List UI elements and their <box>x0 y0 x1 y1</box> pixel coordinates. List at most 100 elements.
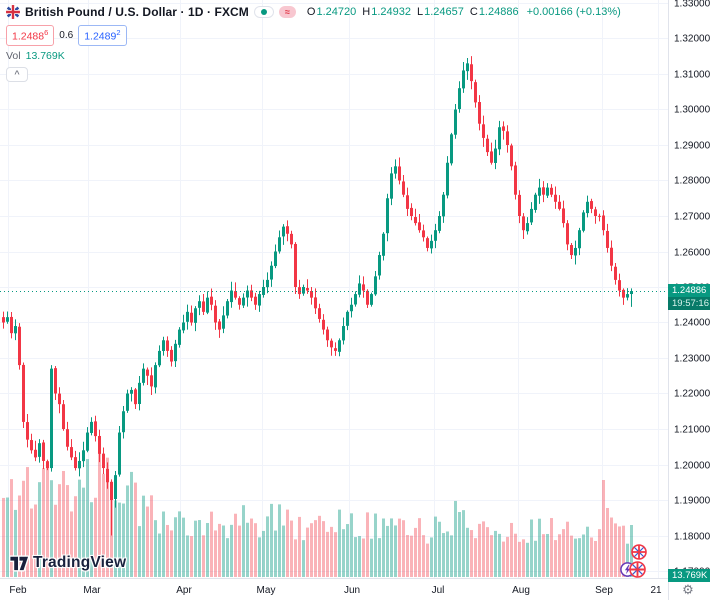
volume-bar[interactable] <box>42 468 45 577</box>
volume-bar[interactable] <box>158 533 161 577</box>
candle-body[interactable] <box>130 389 133 394</box>
candle-body[interactable] <box>434 230 437 241</box>
volume-bar[interactable] <box>50 480 53 577</box>
volume-bar[interactable] <box>354 537 357 577</box>
candle-body[interactable] <box>206 297 209 313</box>
volume-bar[interactable] <box>422 535 425 577</box>
volume-bar[interactable] <box>170 530 173 577</box>
volume-bar[interactable] <box>454 500 457 577</box>
candle-body[interactable] <box>26 422 29 440</box>
candle-body[interactable] <box>542 187 545 195</box>
volume-bar[interactable] <box>226 538 229 577</box>
gear-icon[interactable]: ⚙ <box>682 582 694 597</box>
candle-body[interactable] <box>558 201 561 209</box>
candle-body[interactable] <box>494 148 497 163</box>
volume-bar[interactable] <box>194 520 197 577</box>
volume-bar[interactable] <box>294 539 297 577</box>
candle-body[interactable] <box>554 194 557 202</box>
volume-bar[interactable] <box>70 511 73 577</box>
volume-bar[interactable] <box>502 541 505 577</box>
volume-bar[interactable] <box>518 541 521 577</box>
volume-bar[interactable] <box>378 538 381 577</box>
candle-body[interactable] <box>414 217 417 224</box>
volume-bar[interactable] <box>186 535 189 577</box>
volume-bar[interactable] <box>250 518 253 577</box>
candle-body[interactable] <box>134 389 137 405</box>
volume-bar[interactable] <box>562 529 565 577</box>
volume-bar[interactable] <box>546 533 549 577</box>
candle-body[interactable] <box>322 319 325 330</box>
volume-bar[interactable] <box>458 512 461 577</box>
candle-body[interactable] <box>370 294 373 305</box>
volume-bar[interactable] <box>366 512 369 577</box>
volume-bar[interactable] <box>90 502 93 577</box>
candle-body[interactable] <box>86 432 89 451</box>
volume-bar[interactable] <box>130 471 133 577</box>
candle-body[interactable] <box>242 297 245 306</box>
candle-body[interactable] <box>110 481 113 500</box>
time-axis-panel[interactable] <box>0 578 710 600</box>
ask-price-button[interactable]: 1.24892 <box>78 25 127 46</box>
volume-bar[interactable] <box>506 536 509 577</box>
candle-body[interactable] <box>22 364 25 422</box>
candle-body[interactable] <box>286 226 289 234</box>
volume-bar[interactable] <box>166 524 169 577</box>
volume-bar[interactable] <box>406 535 409 577</box>
candle-body[interactable] <box>42 442 45 461</box>
volume-bar[interactable] <box>350 513 353 577</box>
candle-body[interactable] <box>590 201 593 209</box>
volume-bar[interactable] <box>326 531 329 577</box>
candle-body[interactable] <box>98 435 101 454</box>
volume-bar[interactable] <box>342 529 345 577</box>
candle-body[interactable] <box>398 166 401 181</box>
volume-bar[interactable] <box>430 537 433 577</box>
delayed-data-badge-icon[interactable]: ≈ <box>278 6 296 18</box>
candle-body[interactable] <box>614 266 617 280</box>
volume-bar[interactable] <box>278 504 281 577</box>
volume-bar[interactable] <box>242 505 245 577</box>
candle-body[interactable] <box>170 349 173 362</box>
volume-bar[interactable] <box>86 459 89 577</box>
candle-body[interactable] <box>526 223 529 232</box>
volume-bar[interactable] <box>286 509 289 577</box>
candle-body[interactable] <box>142 368 145 383</box>
volume-bar[interactable] <box>618 526 621 577</box>
candle-body[interactable] <box>358 283 361 295</box>
volume-bar[interactable] <box>482 521 485 577</box>
current-price-tag[interactable]: 1.24886 19:57:16 <box>668 284 710 310</box>
volume-bar[interactable] <box>550 518 553 577</box>
volume-bar[interactable] <box>390 518 393 577</box>
volume-bar[interactable] <box>154 520 157 577</box>
candle-body[interactable] <box>6 317 9 322</box>
volume-bar[interactable] <box>374 513 377 577</box>
volume-bar[interactable] <box>78 479 81 577</box>
volume-bar[interactable] <box>594 540 597 577</box>
volume-bar[interactable] <box>314 520 317 577</box>
candle-body[interactable] <box>446 162 449 196</box>
volume-bar[interactable] <box>6 497 9 577</box>
candle-body[interactable] <box>622 289 625 298</box>
symbol-title[interactable]: British Pound / U.S. Dollar · 1D · FXCM <box>25 5 249 19</box>
candle-body[interactable] <box>470 64 473 82</box>
candle-body[interactable] <box>34 449 37 458</box>
volume-bar[interactable] <box>290 520 293 577</box>
volume-bar[interactable] <box>54 504 57 577</box>
candle-body[interactable] <box>30 440 33 451</box>
volume-bar[interactable] <box>254 523 257 577</box>
candle-body[interactable] <box>402 181 405 195</box>
volume-bar[interactable] <box>198 520 201 577</box>
candle-body[interactable] <box>218 321 221 330</box>
candle-body[interactable] <box>238 298 241 305</box>
candle-body[interactable] <box>522 216 525 231</box>
candle-body[interactable] <box>462 70 465 89</box>
volume-bar[interactable] <box>210 511 213 577</box>
volume-bar[interactable] <box>530 519 533 577</box>
candle-body[interactable] <box>310 290 313 298</box>
candle-body[interactable] <box>498 127 501 150</box>
candle-body[interactable] <box>226 301 229 316</box>
volume-bar[interactable] <box>2 497 5 577</box>
volume-bar[interactable] <box>514 533 517 577</box>
volume-bar[interactable] <box>462 510 465 577</box>
volume-bar[interactable] <box>118 502 121 577</box>
volume-bar[interactable] <box>222 525 225 577</box>
